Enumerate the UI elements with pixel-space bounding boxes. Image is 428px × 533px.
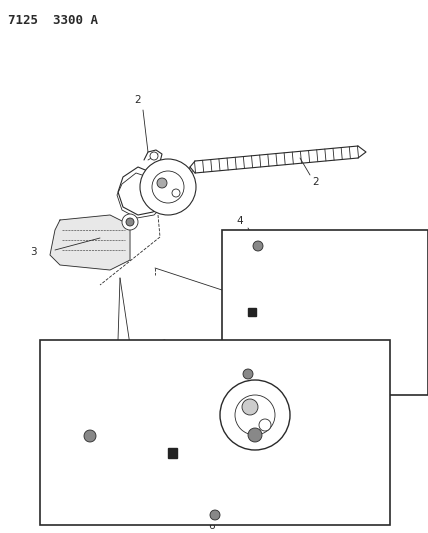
Circle shape [140,159,196,215]
Circle shape [253,241,263,251]
Circle shape [243,369,253,379]
Circle shape [210,510,220,520]
Circle shape [242,399,258,415]
Circle shape [150,152,158,160]
Bar [40,340,390,525]
Bar [222,230,428,395]
Text: 6  CANADA: 6 CANADA [256,378,307,387]
Text: 5: 5 [347,389,354,399]
Circle shape [122,214,138,230]
Circle shape [293,283,317,307]
Bar [168,448,177,458]
Text: 3: 3 [30,247,37,257]
Text: 7125  3300 A: 7125 3300 A [8,14,98,27]
Bar [248,308,256,316]
Text: 2: 2 [312,177,318,187]
Circle shape [248,428,262,442]
Circle shape [157,178,167,188]
Polygon shape [50,215,130,270]
Polygon shape [48,365,358,462]
Circle shape [220,380,290,450]
Circle shape [152,171,184,203]
Text: 4: 4 [236,216,243,226]
Circle shape [259,419,271,431]
Circle shape [84,430,96,442]
Circle shape [235,395,275,435]
Text: 6: 6 [209,521,215,531]
Circle shape [285,275,325,315]
Circle shape [302,287,312,297]
Text: 5: 5 [407,298,413,308]
Circle shape [172,189,180,197]
Polygon shape [230,250,410,360]
Text: 4: 4 [59,385,66,395]
Circle shape [126,218,134,226]
Text: 2: 2 [135,95,141,105]
